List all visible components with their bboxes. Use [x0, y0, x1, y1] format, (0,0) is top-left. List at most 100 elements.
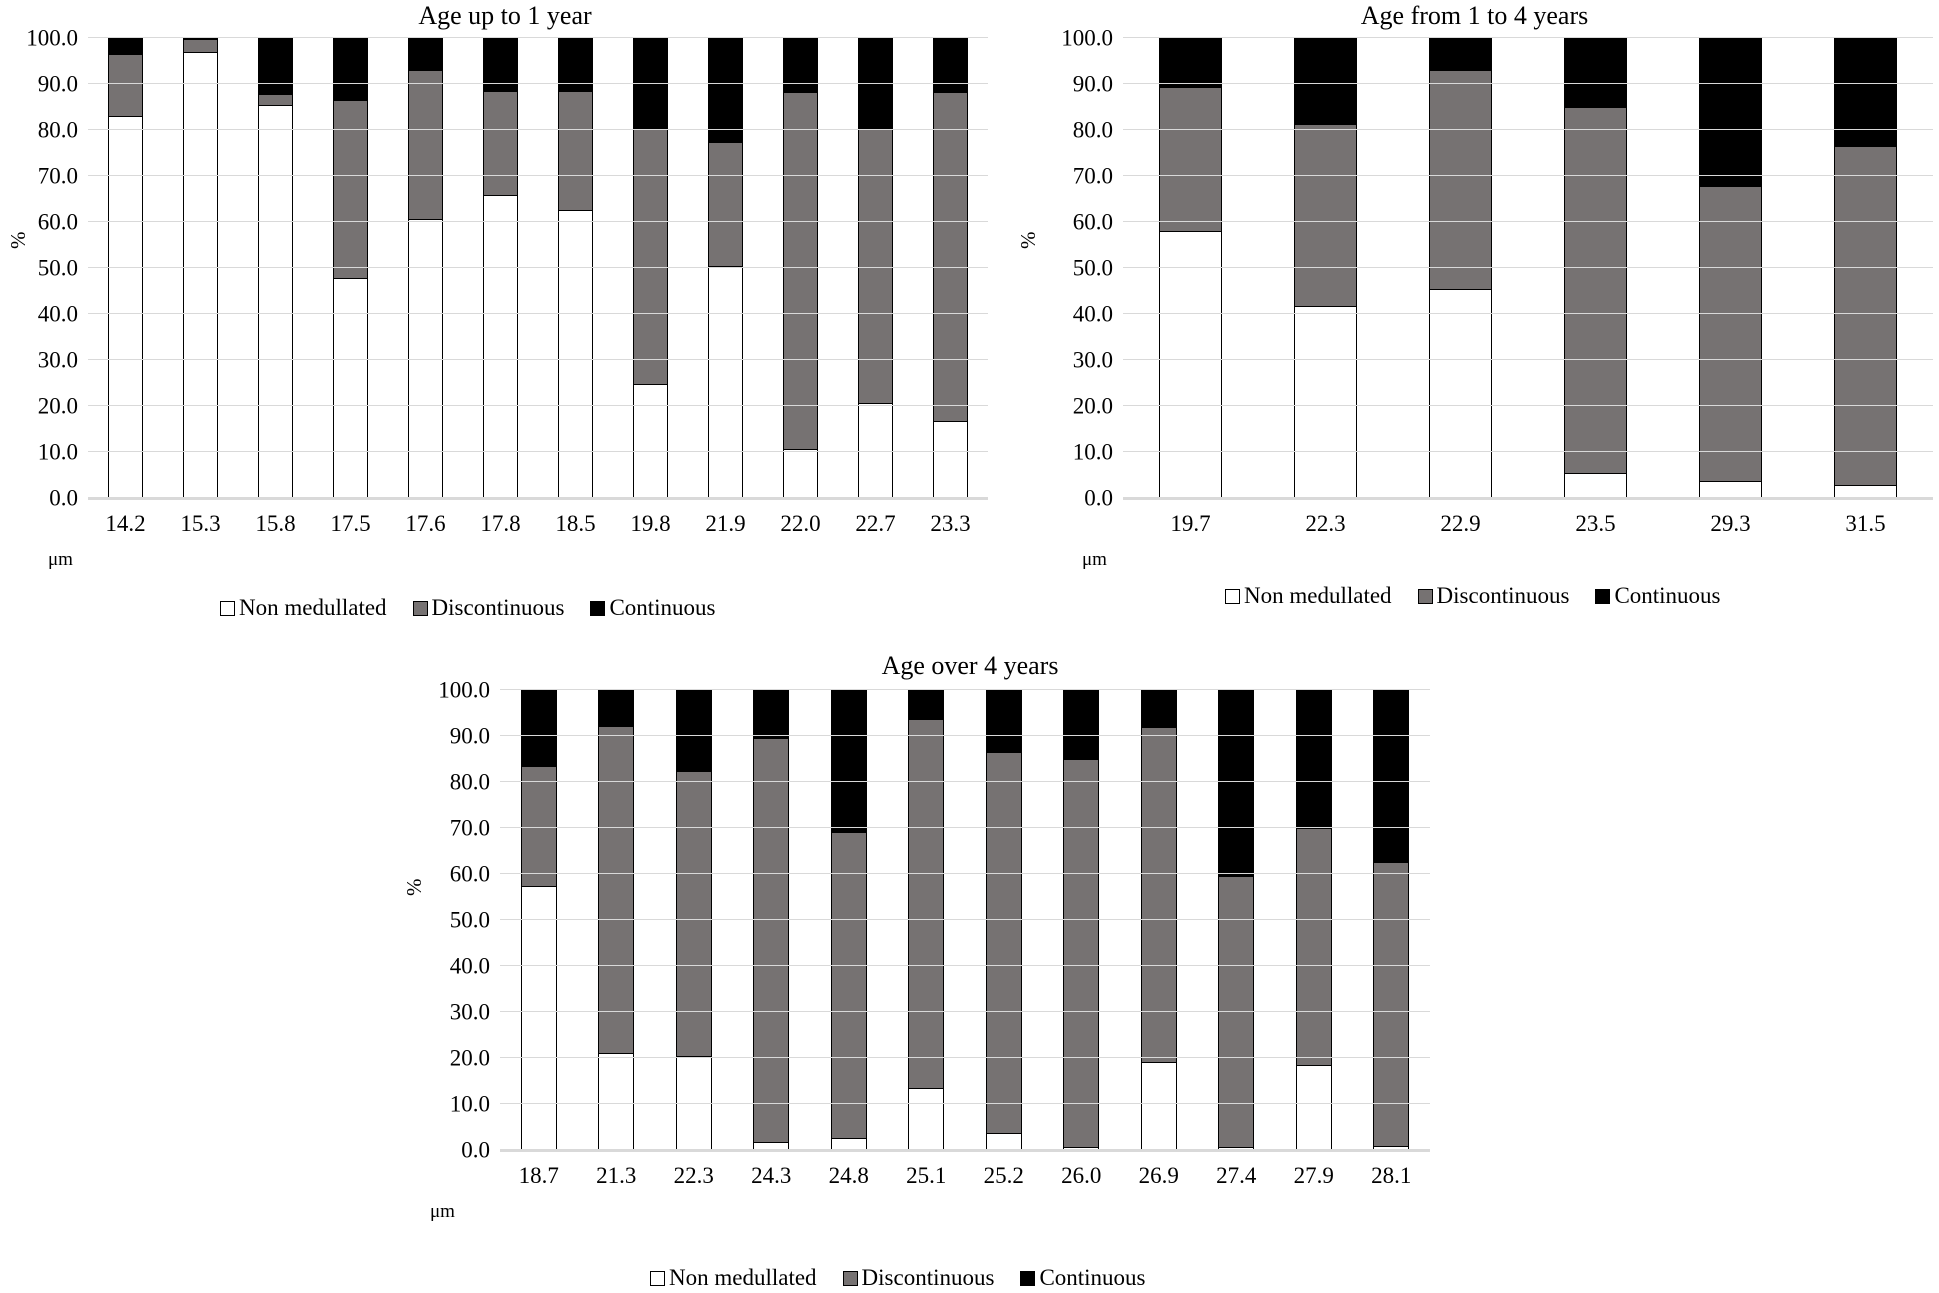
- x-tick-label: 26.9: [1138, 1163, 1179, 1188]
- legend-swatch-black-icon: [590, 600, 606, 616]
- stacked-bar[interactable]: [985, 690, 1022, 1150]
- gridline: [500, 1057, 1430, 1058]
- stacked-bar[interactable]: [1699, 38, 1762, 498]
- y-tick-label: 80.0: [449, 769, 490, 795]
- stacked-bar[interactable]: [783, 38, 818, 498]
- stacked-bar[interactable]: [1564, 38, 1627, 498]
- stacked-bar[interactable]: [933, 38, 968, 498]
- bar-segment-discontinuous: [831, 832, 866, 1140]
- stacked-bar[interactable]: [1429, 38, 1492, 498]
- plot-wrap-3: % 0.0 10.0 20.0 30.0 40.0 50.0 60.0 70.0 80.0 90.…: [402, 677, 1520, 1221]
- x-tick-label: 17.5: [330, 511, 371, 536]
- stacked-bar[interactable]: [1218, 690, 1255, 1150]
- legend-swatch-white-icon: [220, 600, 235, 616]
- stacked-bar[interactable]: [520, 690, 557, 1150]
- x-tick-label: 18.7: [518, 1163, 559, 1188]
- bar-segment-continuous: [599, 691, 634, 727]
- bar-segment-discontinuous: [986, 752, 1021, 1134]
- stacked-bar[interactable]: [183, 38, 218, 498]
- y-tick-label: 90.0: [1072, 71, 1113, 97]
- bar-segment-non-medullated: [709, 266, 742, 498]
- stacked-bar[interactable]: [858, 38, 893, 498]
- stacked-bar[interactable]: [1063, 690, 1100, 1150]
- legend-label-non-medullated-3: Non medullated: [669, 1265, 817, 1290]
- bar-segment-discontinuous: [754, 738, 789, 1143]
- stacked-bar[interactable]: [483, 38, 518, 498]
- x-tick-row-1: 14.2 15.3 15.8 17.5 17.6 17.8 18.5 19.8 21.9 22.0…: [88, 512, 988, 535]
- stacked-bar[interactable]: [1373, 690, 1410, 1150]
- stacked-bar[interactable]: [830, 690, 867, 1150]
- gridline: [1123, 313, 1933, 314]
- bar-segment-discontinuous: [1295, 123, 1356, 308]
- bar-segment-discontinuous: [709, 141, 742, 267]
- legend-item-non-medullated-1: Non medullated: [220, 595, 387, 621]
- stacked-bar[interactable]: [675, 690, 712, 1150]
- x-tick-label: 23.5: [1575, 511, 1616, 536]
- gridline: [88, 405, 988, 406]
- stacked-bar[interactable]: [1159, 38, 1222, 498]
- bar-segment-non-medullated: [484, 195, 517, 498]
- legend-item-continuous-1: Continuous: [590, 595, 716, 621]
- stacked-bar[interactable]: [1294, 38, 1357, 498]
- bar-slot: [1275, 690, 1353, 1150]
- gridline: [1123, 37, 1933, 38]
- x-axis-unit-3: μm: [430, 1201, 455, 1222]
- stacked-bar[interactable]: [1295, 690, 1332, 1150]
- bar-slot: [1393, 38, 1528, 498]
- bar-segment-non-medullated: [1700, 482, 1761, 498]
- bar-segment-discontinuous: [934, 92, 967, 423]
- y-tick-label: 40.0: [1072, 301, 1113, 327]
- stacked-bar[interactable]: [333, 38, 368, 498]
- legend-1: Non medullated Discontinuous Continuous: [220, 595, 716, 621]
- gridline: [88, 175, 988, 176]
- stacked-bar[interactable]: [1834, 38, 1897, 498]
- gridline: [500, 689, 1430, 690]
- legend-label-non-medullated-2: Non medullated: [1244, 583, 1392, 608]
- bar-segment-continuous: [676, 691, 711, 771]
- bar-segment-non-medullated: [109, 116, 142, 498]
- bar-slot: [500, 690, 578, 1150]
- gridline: [88, 451, 988, 452]
- stacked-bar[interactable]: [753, 690, 790, 1150]
- y-axis-title-3: %: [402, 878, 426, 896]
- legend-label-continuous-2: Continuous: [1614, 583, 1721, 608]
- bar-slot: [1123, 38, 1258, 498]
- bar-slot: [1258, 38, 1393, 498]
- chart-title-age-up-to-1-year: Age up to 1 year: [418, 1, 592, 30]
- gridline: [88, 37, 988, 38]
- gridline: [1123, 129, 1933, 130]
- stacked-bar[interactable]: [598, 690, 635, 1150]
- bar-segment-non-medullated: [934, 422, 967, 498]
- bar-segment-continuous: [1430, 39, 1491, 70]
- x-tick-label: 26.0: [1061, 1163, 1102, 1188]
- stacked-bar[interactable]: [258, 38, 293, 498]
- gridline: [500, 873, 1430, 874]
- x-tick-label: 22.9: [1440, 511, 1481, 536]
- stacked-bar[interactable]: [908, 690, 945, 1150]
- stacked-bar[interactable]: [1140, 690, 1177, 1150]
- y-tick-label: 50.0: [1072, 255, 1113, 281]
- bar-slot: [238, 38, 313, 498]
- plot-area-1: 0.0 10.0 20.0 30.0 40.0 50.0 60.0 70.0 80.0 90.0 1…: [26, 27, 988, 510]
- bar-segment-non-medullated: [184, 53, 217, 498]
- legend-swatch-gray-icon: [842, 1270, 858, 1286]
- bar-segment-continuous: [831, 691, 866, 833]
- bar-segment-continuous: [1700, 39, 1761, 186]
- stacked-bar[interactable]: [558, 38, 593, 498]
- y-tick-label: 100.0: [438, 677, 490, 703]
- stacked-bar[interactable]: [708, 38, 743, 498]
- stacked-bar[interactable]: [633, 38, 668, 498]
- y-tick-label: 80.0: [37, 117, 78, 143]
- bar-slot: [163, 38, 238, 498]
- bar-segment-continuous: [1141, 691, 1176, 728]
- bar-segment-non-medullated: [1160, 232, 1221, 498]
- bar-slot: [613, 38, 688, 498]
- gridline: [500, 1011, 1430, 1012]
- bar-slot: [578, 690, 656, 1150]
- gridline: [1123, 405, 1933, 406]
- stacked-bar[interactable]: [408, 38, 443, 498]
- plot-area-2: 0.0 10.0 20.0 30.0 40.0 50.0 60.0 70.0 80.0 90.0 1…: [1061, 27, 1933, 510]
- x-tick-label: 31.5: [1845, 511, 1886, 536]
- stacked-bar[interactable]: [108, 38, 143, 498]
- bar-segment-discontinuous: [859, 128, 892, 405]
